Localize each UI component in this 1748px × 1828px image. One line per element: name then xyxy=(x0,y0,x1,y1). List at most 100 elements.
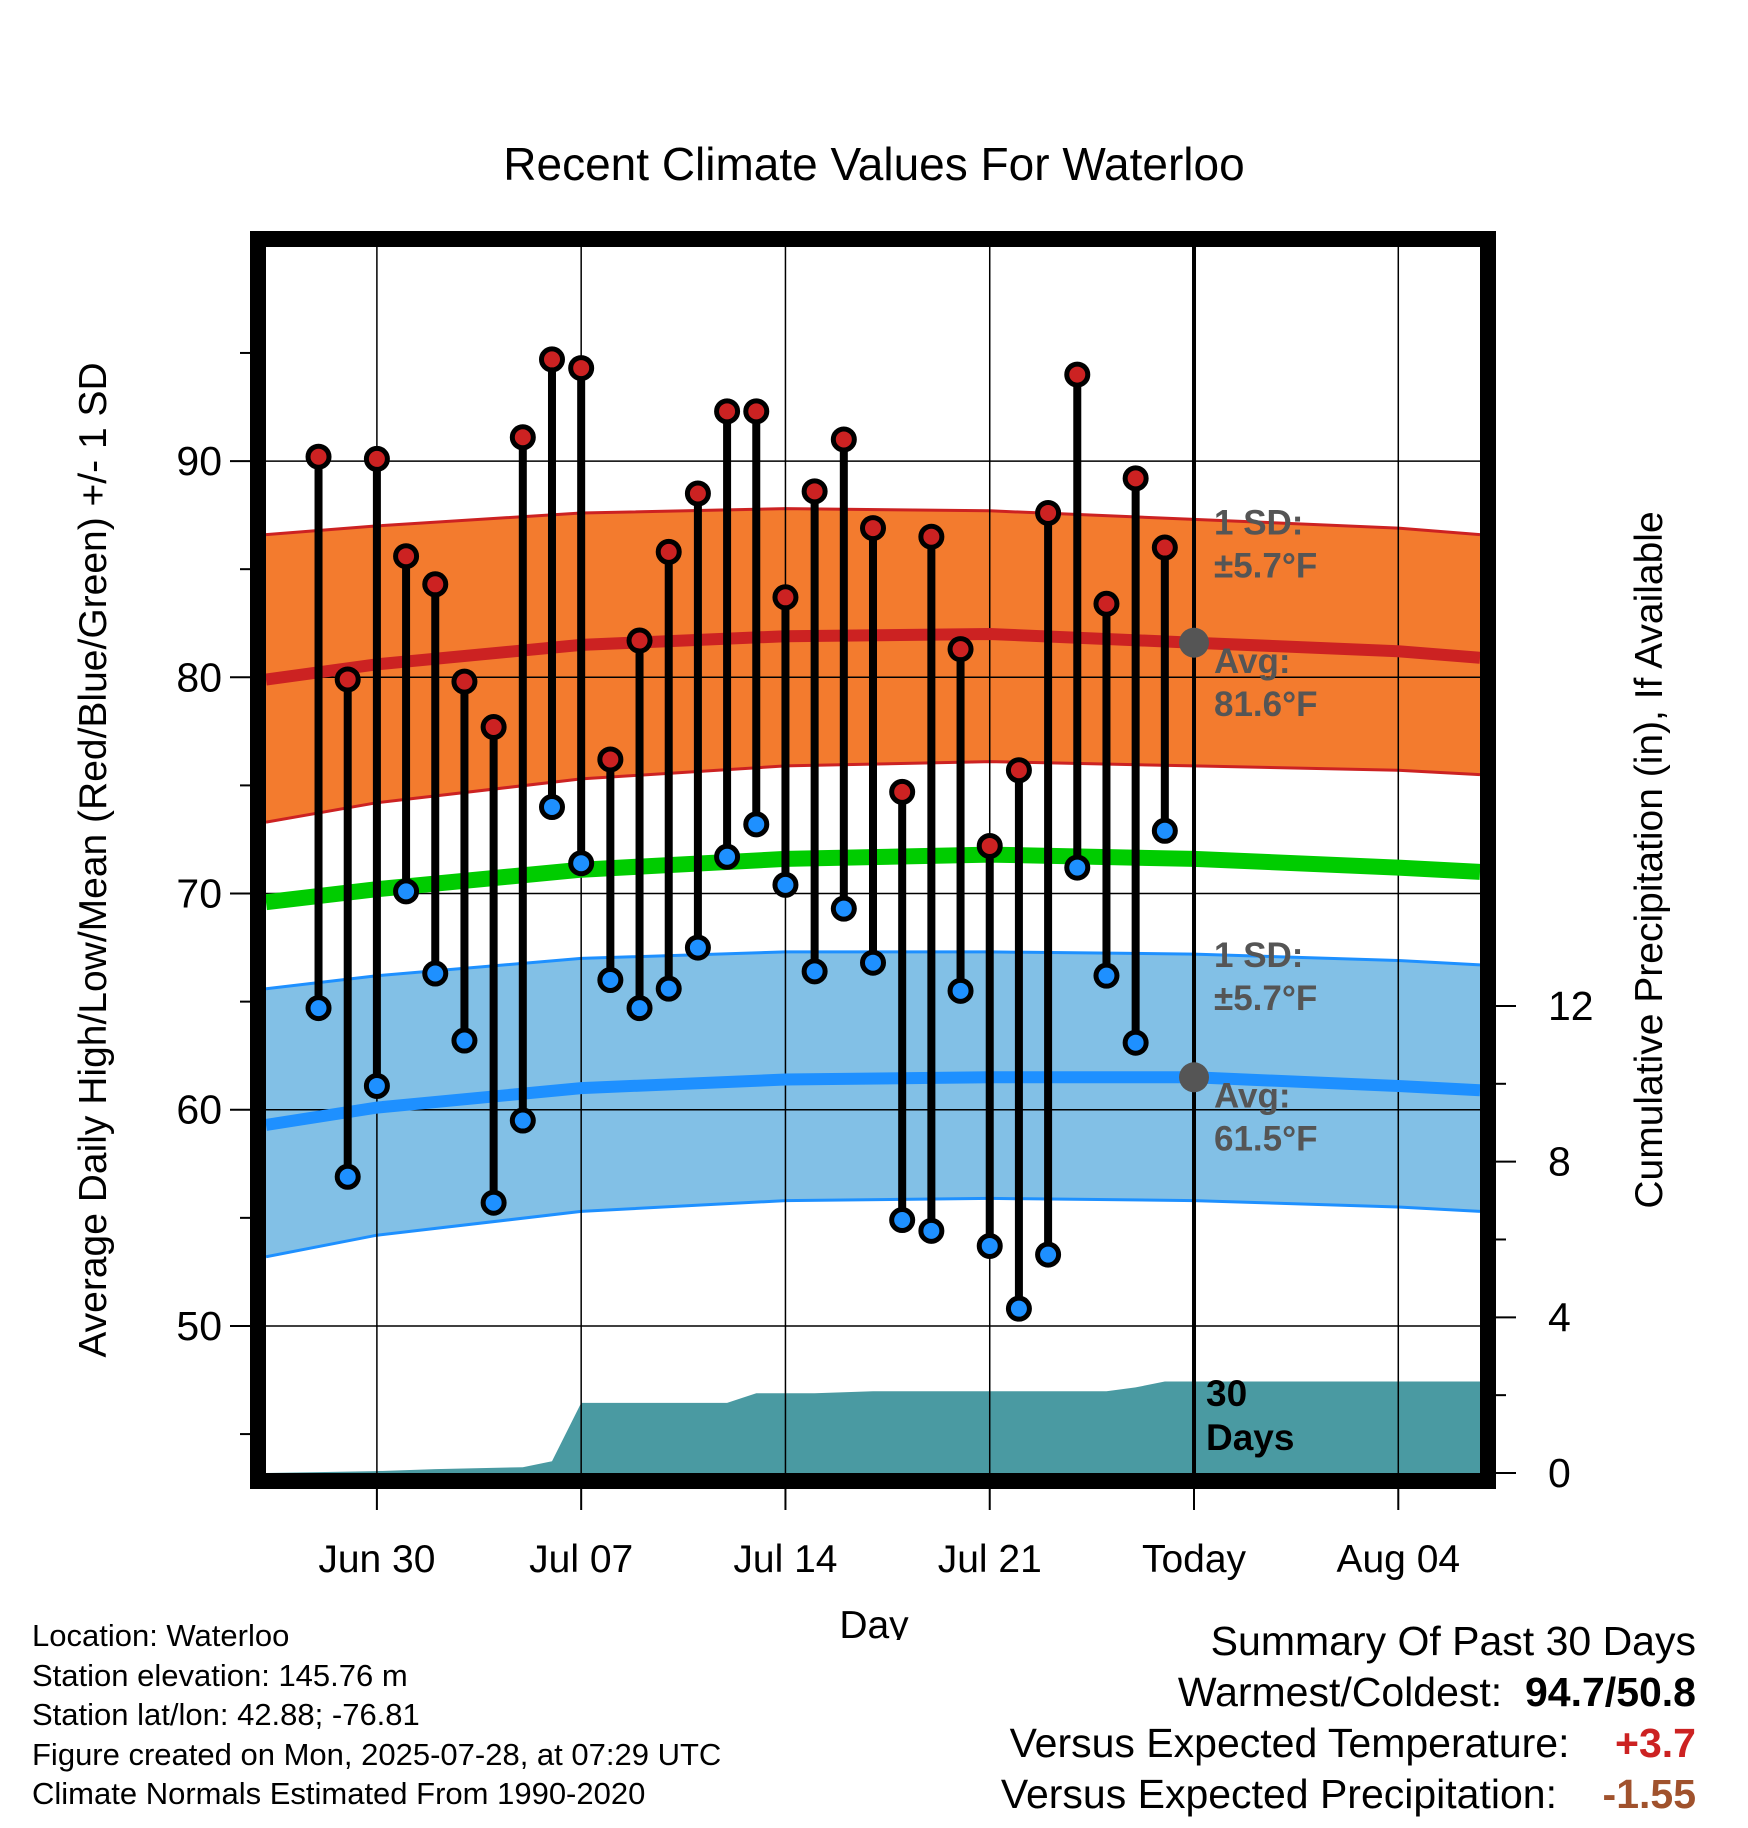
plot-content xyxy=(266,247,1480,1473)
low-point-11 xyxy=(626,995,653,1022)
warmest-coldest-label: Warmest/Coldest: xyxy=(1177,1669,1503,1715)
low-point-23 xyxy=(976,1232,1003,1259)
avg-high-marker xyxy=(1179,627,1210,658)
low-point-17 xyxy=(801,958,828,985)
precip-anomaly-value: -1.55 xyxy=(1602,1771,1696,1817)
high-point-11 xyxy=(626,627,653,654)
low-point-8 xyxy=(538,794,565,821)
value-separator: / xyxy=(1604,1669,1617,1715)
high-point-23 xyxy=(976,832,1003,859)
low-point-2 xyxy=(363,1072,390,1099)
high-point-18 xyxy=(830,426,857,453)
high-point-24 xyxy=(1005,757,1032,784)
low-point-5 xyxy=(451,1027,478,1054)
low-point-22 xyxy=(947,977,974,1004)
coldest-value: 50.8 xyxy=(1616,1669,1696,1715)
latlon-text: Station lat/lon: 42.88; -76.81 xyxy=(32,1697,420,1732)
high-point-25 xyxy=(1035,499,1062,526)
chart-title: Recent Climate Values For Waterloo xyxy=(503,138,1244,190)
x-tick-label-2: Jul 14 xyxy=(733,1538,837,1581)
high-point-13 xyxy=(684,480,711,507)
high-point-6 xyxy=(480,714,507,741)
y-tick-label-left-90: 90 xyxy=(176,438,222,484)
high-point-12 xyxy=(655,538,682,565)
high-point-19 xyxy=(860,515,886,542)
avg-low-line xyxy=(266,1071,1480,1131)
low-sd-label-0: 1 SD: xyxy=(1214,936,1303,975)
x-axis-label: Day xyxy=(839,1604,909,1640)
precip-area xyxy=(266,1381,1480,1473)
low-point-28 xyxy=(1122,1029,1149,1056)
warmest-coldest-row: Warmest/Coldest: 94.7/50.8 xyxy=(1001,1667,1696,1718)
avg-high-line xyxy=(266,627,1480,686)
low-point-3 xyxy=(393,878,420,905)
low-avg-label-0: Avg: xyxy=(1214,1077,1290,1116)
low-point-4 xyxy=(422,960,449,987)
location-text: Location: Waterloo xyxy=(32,1618,290,1653)
temp-anomaly-row: Versus Expected Temperature: +3.7 xyxy=(1001,1718,1696,1769)
high-point-28 xyxy=(1122,465,1149,492)
summary-title: Summary Of Past 30 Days xyxy=(1210,1618,1696,1664)
y-tick-label-right-0: 0 xyxy=(1548,1450,1571,1496)
high-point-29 xyxy=(1151,534,1178,561)
high-avg-label-1: 81.6°F xyxy=(1214,685,1318,724)
high-point-20 xyxy=(889,778,916,805)
low-point-1 xyxy=(334,1163,361,1190)
x-tick-label-1: Jul 07 xyxy=(529,1538,633,1581)
window-label-0: 30 xyxy=(1206,1373,1247,1414)
low-avg-label-1: 61.5°F xyxy=(1214,1120,1318,1159)
low-sd-band-upper-edge xyxy=(266,950,1480,991)
low-point-27 xyxy=(1093,962,1120,989)
low-point-24 xyxy=(1005,1295,1032,1322)
low-point-29 xyxy=(1151,817,1178,844)
high-avg-label-0: Avg: xyxy=(1214,642,1290,681)
x-tick-label-0: Jun 30 xyxy=(318,1538,435,1581)
warmest-value: 94.7 xyxy=(1524,1669,1605,1715)
high-point-1 xyxy=(334,666,361,693)
normals-text: Climate Normals Estimated From 1990-2020 xyxy=(32,1776,646,1811)
high-point-17 xyxy=(801,478,828,505)
created-text: Figure created on Mon, 2025-07-28, at 07… xyxy=(32,1736,722,1772)
high-sd-label-1: ±5.7°F xyxy=(1214,547,1317,586)
y-tick-label-left-50: 50 xyxy=(176,1303,222,1349)
precip-anomaly-label: Versus Expected Precipitation: xyxy=(1000,1771,1557,1817)
low-sd-band-lower-edge xyxy=(266,1196,1480,1259)
low-point-13 xyxy=(684,934,711,961)
high-point-26 xyxy=(1064,361,1091,388)
temp-anomaly-label: Versus Expected Temperature: xyxy=(1009,1720,1570,1766)
y-tick-label-left-70: 70 xyxy=(176,871,222,917)
summary-panel: Summary Of Past 30 Days Warmest/Coldest:… xyxy=(1001,1616,1696,1820)
high-sd-band-upper-edge xyxy=(266,507,1480,537)
climate-chart: Recent Climate Values For Waterloo 1 SD:… xyxy=(72,138,1671,1640)
low-point-10 xyxy=(597,967,624,994)
low-point-19 xyxy=(860,949,886,976)
low-point-0 xyxy=(305,995,332,1022)
y-tick-label-right-4: 4 xyxy=(1548,1294,1571,1340)
low-point-21 xyxy=(918,1217,945,1244)
precip-anomaly-row: Versus Expected Precipitation: -1.55 xyxy=(1001,1769,1696,1820)
high-point-0 xyxy=(305,443,332,470)
high-point-5 xyxy=(451,668,478,695)
y-axis-label-right: Cumulative Precipitation (in), If Availa… xyxy=(1628,511,1671,1208)
x-tick-label-3: Jul 21 xyxy=(938,1538,1042,1581)
y-tick-label-left-60: 60 xyxy=(176,1087,222,1133)
high-point-16 xyxy=(772,584,799,611)
high-point-15 xyxy=(743,398,770,425)
low-point-26 xyxy=(1064,854,1091,881)
temp-anomaly-value: +3.7 xyxy=(1615,1720,1696,1766)
y-tick-label-right-8: 8 xyxy=(1548,1139,1571,1185)
elevation-text: Station elevation: 145.76 m xyxy=(32,1657,408,1693)
x-tick-label-4: Today xyxy=(1142,1538,1247,1581)
high-point-2 xyxy=(363,445,390,472)
low-point-18 xyxy=(830,895,857,922)
low-point-7 xyxy=(509,1107,536,1134)
low-point-14 xyxy=(714,843,741,870)
low-point-15 xyxy=(743,811,770,838)
low-point-6 xyxy=(480,1189,507,1216)
y-tick-label-right-12: 12 xyxy=(1548,983,1594,1029)
high-point-9 xyxy=(568,355,595,382)
high-point-14 xyxy=(714,398,741,425)
low-sd-band xyxy=(266,951,1480,1257)
low-point-16 xyxy=(772,871,799,898)
x-tick-label-5: Aug 04 xyxy=(1336,1538,1460,1581)
